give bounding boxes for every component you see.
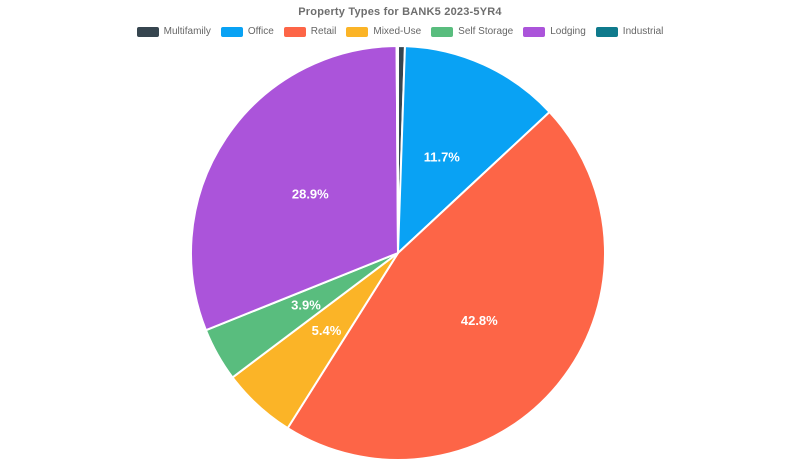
slice-label-office: 11.7%: [424, 149, 461, 164]
legend-label: Industrial: [622, 26, 664, 37]
legend-item-lodging[interactable]: Lodging: [523, 26, 586, 37]
legend-swatch-retail: [283, 26, 306, 37]
legend-item-office[interactable]: Office: [220, 26, 274, 37]
legend: Multifamily Office Retail Mixed-Use Self Sto…: [0, 26, 800, 37]
pie-slice-office[interactable]: [397, 45, 551, 254]
legend-item-multifamily[interactable]: Multifamily: [136, 26, 211, 37]
slice-label-lodging: 28.9%: [292, 187, 329, 202]
pie-slice-industrial[interactable]: [395, 44, 399, 254]
slice-label-retail: 42.8%: [461, 313, 498, 328]
legend-swatch-multifamily: [136, 26, 159, 37]
pie-slice-lodging[interactable]: [190, 45, 399, 332]
legend-swatch-industrial: [595, 26, 618, 37]
slice-label-mixed-use: 5.4%: [312, 323, 342, 338]
legend-swatch-lodging: [523, 26, 546, 37]
legend-item-self-storage[interactable]: Self Storage: [431, 26, 513, 37]
legend-label: Lodging: [550, 26, 586, 37]
legend-swatch-mixed-use: [346, 26, 369, 37]
pie-slice-retail[interactable]: [286, 111, 607, 461]
legend-label: Mixed-Use: [373, 26, 422, 37]
legend-swatch-self-storage: [431, 26, 454, 37]
legend-label: Office: [247, 26, 274, 37]
legend-swatch-office: [220, 26, 243, 37]
chart-title: Property Types for BANK5 2023-5YR4: [298, 6, 502, 18]
legend-label: Self Storage: [458, 26, 514, 37]
slice-label-self-storage: 3.9%: [291, 297, 321, 312]
legend-label: Multifamily: [163, 26, 211, 37]
legend-label: Retail: [310, 26, 337, 37]
legend-item-mixed-use[interactable]: Mixed-Use: [346, 26, 421, 37]
legend-item-industrial[interactable]: Industrial: [595, 26, 664, 37]
legend-item-retail[interactable]: Retail: [283, 26, 337, 37]
